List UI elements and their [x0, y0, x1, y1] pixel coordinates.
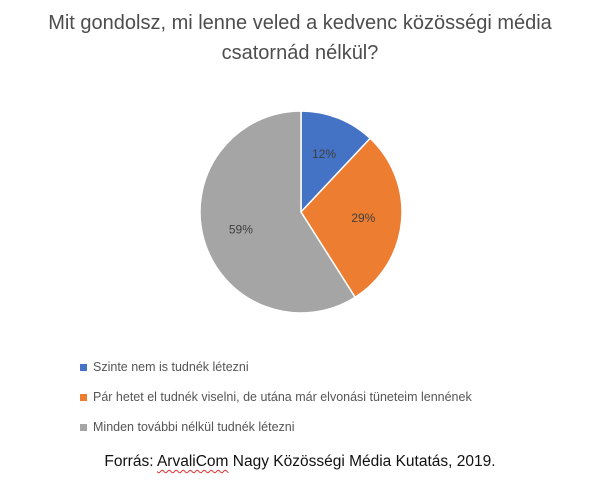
pie-label-0: 12% — [312, 147, 336, 161]
legend-item-0: Szinte nem is tudnék létezni — [80, 356, 472, 378]
legend-label-1: Pár hetet el tudnék viselni, de utána má… — [93, 390, 472, 404]
chart-title: Mit gondolsz, mi lenne veled a kedvenc k… — [0, 8, 600, 68]
chart-title-line-2: csatornád nélkül? — [221, 42, 379, 64]
legend-label-2: Minden további nélkül tudnék létezni — [93, 420, 295, 434]
chart-legend: Szinte nem is tudnék létezni Pár hetet e… — [80, 356, 472, 446]
legend-item-1: Pár hetet el tudnék viselni, de utána má… — [80, 386, 472, 408]
pie-label-1: 29% — [351, 211, 375, 225]
pie-slice-0 — [300, 110, 372, 214]
legend-swatch-1 — [80, 393, 87, 401]
pie-slice-1 — [300, 137, 403, 299]
source-suffix: Nagy Közösségi Média Kutatás, 2019. — [228, 453, 496, 470]
legend-item-2: Minden további nélkül tudnék létezni — [80, 416, 472, 438]
source-caption: Forrás: ArvaliCom Nagy Közösségi Média K… — [0, 453, 600, 471]
legend-label-0: Szinte nem is tudnék létezni — [93, 360, 249, 374]
pie-slice-2 — [199, 110, 357, 314]
pie-chart: 12% 29% 59% — [199, 110, 403, 314]
legend-swatch-0 — [80, 363, 87, 371]
source-brand: ArvaliCom — [156, 453, 229, 470]
pie-label-2: 59% — [229, 222, 253, 236]
chart-title-line-1: Mit gondolsz, mi lenne veled a kedvenc k… — [48, 12, 552, 34]
source-prefix: Forrás: — [104, 453, 157, 470]
legend-swatch-2 — [80, 423, 87, 431]
